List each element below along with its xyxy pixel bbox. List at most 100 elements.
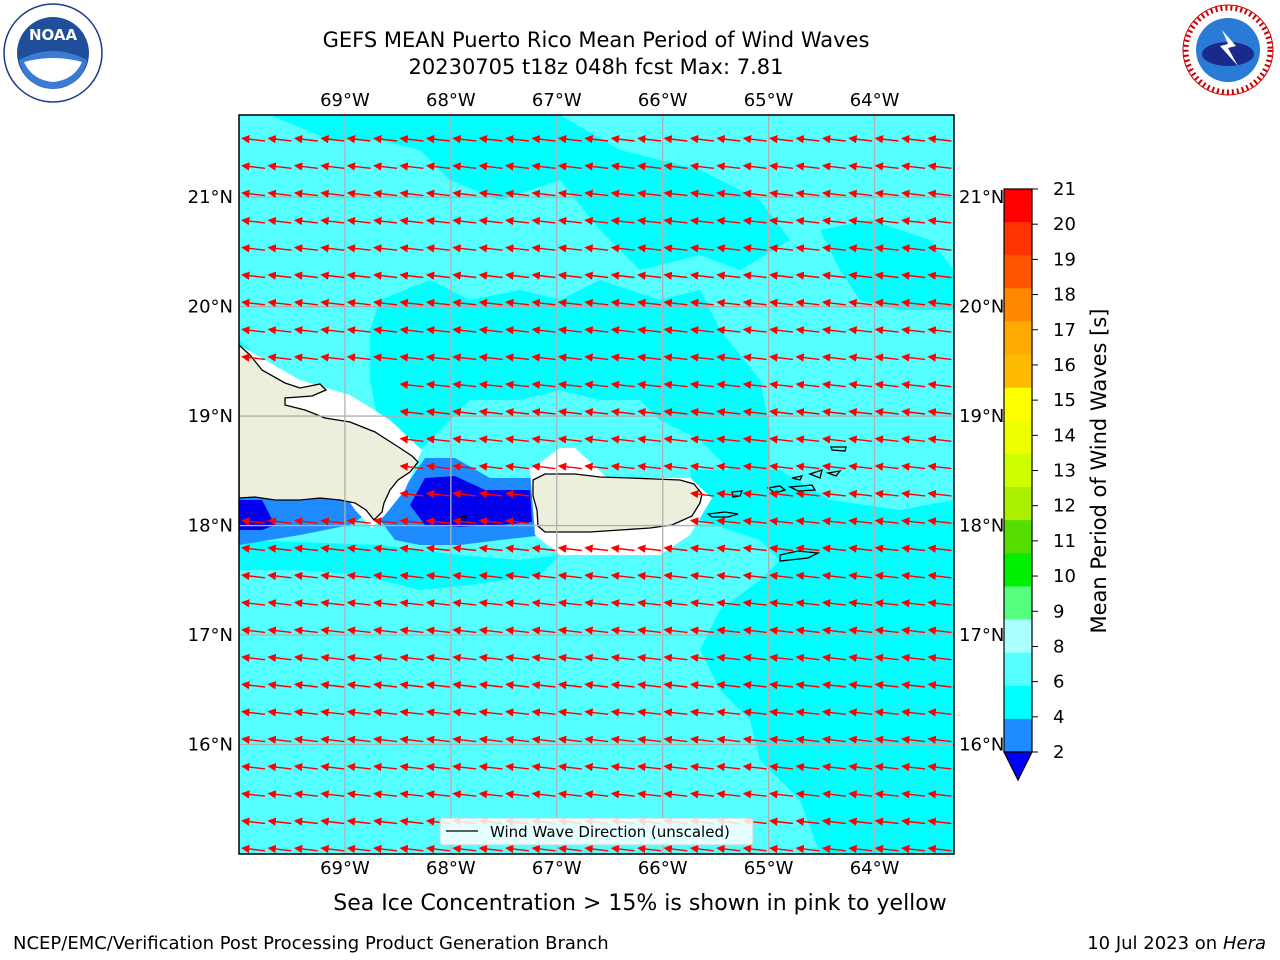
wind-wave-arrow xyxy=(399,517,424,526)
wind-wave-arrow xyxy=(716,626,741,635)
wind-wave-arrow xyxy=(293,844,318,854)
wind-wave-arrow xyxy=(689,599,714,608)
wind-wave-arrow xyxy=(795,435,820,444)
wind-wave-arrow xyxy=(505,134,530,144)
colorbar-tick-label: 12 xyxy=(1053,496,1076,517)
wind-wave-arrow xyxy=(901,817,926,826)
wind-wave-arrow xyxy=(425,844,450,854)
wind-wave-arrow xyxy=(505,571,530,581)
wind-wave-arrow xyxy=(373,544,398,553)
wind-wave-arrow xyxy=(716,134,741,144)
wind-wave-arrow xyxy=(346,599,371,608)
wind-wave-arrow xyxy=(716,216,741,226)
wind-wave-arrow xyxy=(716,353,741,362)
wind-wave-arrow xyxy=(874,599,899,608)
wind-wave-arrow xyxy=(689,298,714,308)
wind-wave-arrow xyxy=(689,407,714,417)
wind-wave-arrow xyxy=(346,544,371,553)
wind-wave-arrow xyxy=(901,189,926,198)
colorbar-tick-label: 16 xyxy=(1053,355,1076,376)
wind-wave-arrow xyxy=(927,680,952,690)
wind-wave-arrow xyxy=(769,653,794,663)
wind-wave-arrow xyxy=(689,680,714,690)
wind-wave-arrow xyxy=(452,435,477,444)
wind-wave-arrow xyxy=(689,571,714,581)
wind-wave-arrow xyxy=(742,544,767,553)
wind-wave-arrow xyxy=(399,380,424,390)
wind-wave-arrow xyxy=(320,708,345,717)
wind-wave-arrow xyxy=(293,353,318,362)
wind-wave-arrow xyxy=(821,762,846,772)
wind-wave-arrow xyxy=(531,735,556,744)
wind-wave-arrow xyxy=(742,762,767,772)
wind-wave-arrow xyxy=(373,653,398,663)
wind-wave-arrow xyxy=(505,244,530,253)
wind-wave-arrow xyxy=(373,271,398,280)
map-title: GEFS MEAN Puerto Rico Mean Period of Win… xyxy=(322,28,870,52)
wind-wave-arrow xyxy=(742,326,767,335)
wind-wave-arrow xyxy=(795,162,820,171)
wind-wave-arrow xyxy=(927,708,952,717)
wind-wave-arrow xyxy=(452,162,477,171)
wind-wave-arrow xyxy=(716,407,741,417)
wind-wave-arrow xyxy=(769,380,794,390)
wind-wave-arrow xyxy=(584,599,609,608)
wind-wave-arrow xyxy=(399,298,424,308)
wind-wave-arrow xyxy=(874,134,899,144)
wind-wave-arrow xyxy=(505,326,530,335)
wind-wave-arrow xyxy=(241,708,266,717)
wind-wave-arrow xyxy=(742,134,767,144)
wind-wave-arrow xyxy=(531,162,556,171)
wind-wave-arrow xyxy=(320,189,345,198)
wind-wave-arrow xyxy=(927,353,952,362)
wind-wave-arrow xyxy=(874,844,899,854)
wind-wave-arrow xyxy=(399,708,424,717)
wind-wave-arrow xyxy=(874,162,899,171)
wind-wave-arrow xyxy=(874,571,899,581)
wind-wave-arrow xyxy=(901,599,926,608)
wind-wave-arrow xyxy=(769,244,794,253)
wind-wave-arrow xyxy=(716,298,741,308)
wind-wave-arrow xyxy=(795,517,820,526)
wind-wave-arrow xyxy=(452,680,477,690)
colorbar-bin xyxy=(1004,222,1032,256)
wind-wave-arrow xyxy=(663,162,688,171)
wind-wave-arrow xyxy=(769,817,794,826)
wind-wave-arrow xyxy=(478,380,503,390)
wind-wave-arrow xyxy=(663,134,688,144)
wind-wave-arrow xyxy=(293,162,318,171)
wind-wave-arrow xyxy=(874,407,899,417)
wind-wave-arrow xyxy=(637,271,662,280)
colorbar-bin xyxy=(1004,288,1032,322)
wind-wave-arrow xyxy=(874,216,899,226)
wind-wave-arrow xyxy=(663,790,688,799)
wind-wave-arrow xyxy=(505,517,530,526)
wind-wave-arrow xyxy=(557,407,582,417)
wind-wave-arrow xyxy=(637,790,662,799)
wind-wave-arrow xyxy=(267,517,292,526)
wind-wave-arrow xyxy=(901,844,926,854)
wind-wave-arrow xyxy=(610,189,635,198)
wind-wave-arrow xyxy=(663,844,688,854)
wind-wave-arrow xyxy=(610,244,635,253)
wind-wave-arrow xyxy=(557,162,582,171)
wind-wave-arrow xyxy=(531,653,556,663)
wind-wave-arrow xyxy=(689,162,714,171)
wind-wave-arrow xyxy=(927,407,952,417)
wind-wave-arrow xyxy=(610,844,635,854)
wind-wave-vectors xyxy=(241,134,952,854)
wind-wave-arrow xyxy=(584,735,609,744)
wind-wave-arrow xyxy=(399,680,424,690)
wind-wave-arrow xyxy=(346,517,371,526)
wind-wave-arrow xyxy=(399,462,424,471)
wind-wave-arrow xyxy=(769,435,794,444)
wind-wave-arrow xyxy=(769,680,794,690)
wind-wave-arrow xyxy=(821,134,846,144)
wind-wave-arrow xyxy=(531,326,556,335)
wind-wave-arrow xyxy=(874,735,899,744)
wind-wave-arrow xyxy=(874,626,899,635)
wind-wave-arrow xyxy=(901,162,926,171)
wind-wave-arrow xyxy=(901,680,926,690)
wind-wave-arrow xyxy=(373,298,398,308)
